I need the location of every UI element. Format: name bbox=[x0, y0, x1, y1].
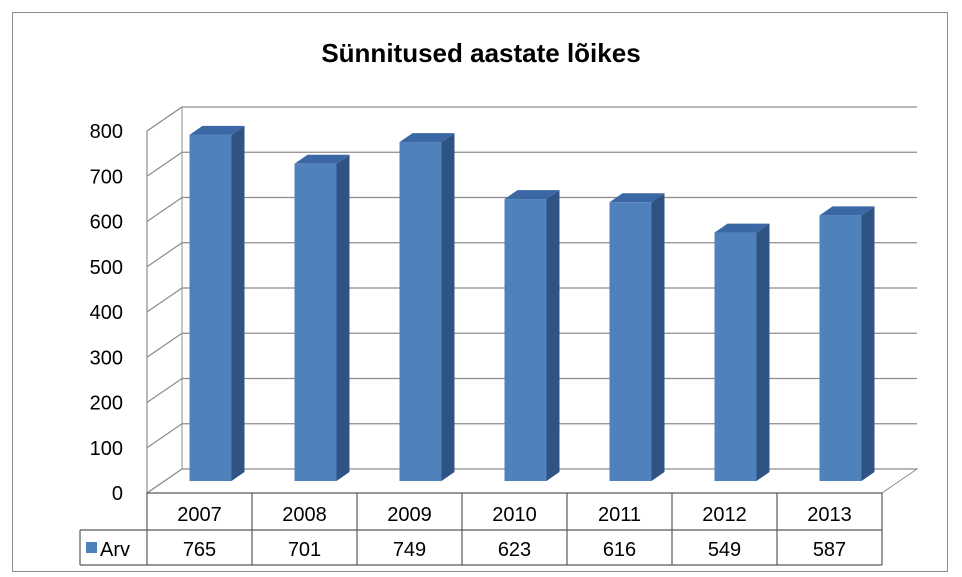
y-tick-label: 0 bbox=[112, 483, 123, 505]
y-tick-label: 700 bbox=[90, 166, 123, 188]
bars bbox=[189, 125, 875, 482]
data-table: 2007 765 2008 701 2009 749 2010 623 2011 616 2012 5… bbox=[79, 492, 883, 566]
x-category-label: 2007 bbox=[177, 504, 222, 526]
bar-front bbox=[399, 142, 442, 481]
x-category-label: 2009 bbox=[387, 504, 432, 526]
x-category-label: 2010 bbox=[492, 504, 537, 526]
bar-front bbox=[189, 134, 232, 481]
y-tick-label: 300 bbox=[90, 347, 123, 369]
data-label: 587 bbox=[813, 539, 846, 561]
bar-top bbox=[714, 223, 770, 233]
data-label: 765 bbox=[183, 539, 216, 561]
bar-2008 bbox=[294, 154, 350, 482]
bar-side bbox=[861, 206, 875, 481]
bar-front bbox=[609, 202, 652, 481]
x-category-label: 2013 bbox=[807, 504, 852, 526]
gridline-side bbox=[146, 106, 183, 132]
bar-front bbox=[714, 232, 757, 481]
legend-label: Arv bbox=[100, 539, 130, 561]
y-tick-label: 400 bbox=[90, 302, 123, 324]
bar-top bbox=[189, 125, 245, 135]
bar-top bbox=[294, 154, 350, 164]
bar-2013 bbox=[819, 206, 875, 481]
bar-front bbox=[504, 199, 547, 481]
data-label: 701 bbox=[288, 539, 321, 561]
gridline-side bbox=[146, 378, 183, 403]
y-tick-label: 200 bbox=[90, 393, 123, 415]
data-label: 749 bbox=[393, 539, 426, 561]
bar-side bbox=[651, 193, 665, 481]
gridline-side bbox=[146, 197, 183, 222]
gridline-side bbox=[146, 287, 183, 313]
bar-top bbox=[504, 190, 560, 200]
y-axis-ticks: 0 100 200 300 400 500 600 700 800 bbox=[90, 121, 123, 505]
x-category-label: 2012 bbox=[702, 504, 747, 526]
bar-2010 bbox=[504, 190, 560, 481]
gridline-side bbox=[146, 332, 183, 358]
y-tick-label: 600 bbox=[90, 212, 123, 234]
bar-front bbox=[294, 163, 337, 482]
bar-2009 bbox=[399, 133, 455, 481]
bar-top bbox=[609, 193, 665, 203]
bar-2011 bbox=[609, 193, 665, 481]
y-tick-label: 100 bbox=[90, 438, 123, 460]
gridline-side bbox=[146, 242, 183, 268]
legend-swatch bbox=[86, 542, 97, 553]
data-label: 549 bbox=[708, 539, 741, 561]
gridline-side bbox=[146, 423, 183, 449]
data-label: 616 bbox=[603, 539, 636, 561]
x-category-label: 2008 bbox=[282, 504, 327, 526]
y-tick-label: 500 bbox=[90, 257, 123, 279]
bar-front bbox=[819, 215, 862, 481]
gridline-side bbox=[146, 468, 183, 494]
bar-side bbox=[231, 125, 245, 482]
bar-2012 bbox=[714, 223, 770, 481]
bar-top bbox=[399, 133, 455, 143]
data-label: 623 bbox=[498, 539, 531, 561]
bar-2007 bbox=[189, 125, 245, 482]
bar-side bbox=[441, 133, 455, 481]
bar-side bbox=[546, 190, 560, 481]
x-category-label: 2011 bbox=[598, 504, 641, 526]
gridline-side bbox=[146, 151, 183, 177]
chart-title: Sünnitused aastate lõikes bbox=[321, 38, 640, 68]
y-tick-label: 800 bbox=[90, 121, 123, 143]
bar-side bbox=[336, 154, 350, 482]
bar-side bbox=[756, 223, 770, 481]
bar-top bbox=[819, 206, 875, 216]
